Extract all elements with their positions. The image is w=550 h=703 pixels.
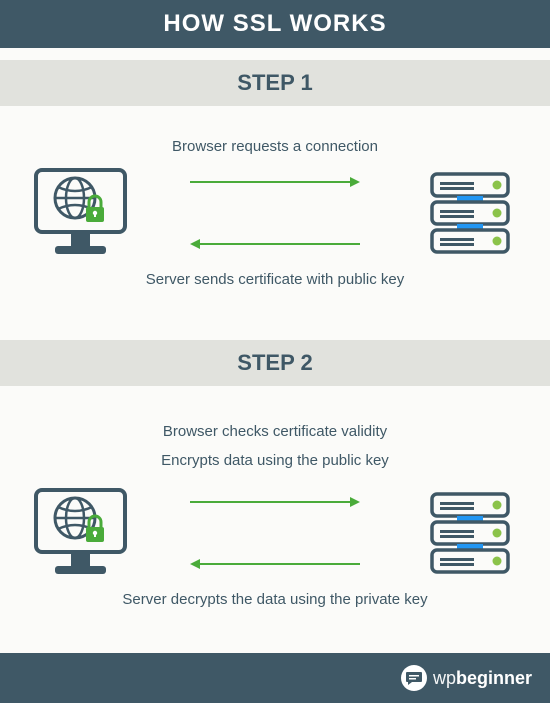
arrow-right-icon xyxy=(190,496,360,508)
step1-bottom-caption: Server sends certificate with public key xyxy=(30,271,520,288)
step1-row xyxy=(30,167,520,259)
step1-arrows xyxy=(150,176,400,250)
brand-chat-icon xyxy=(401,665,427,691)
step2-row xyxy=(30,487,520,579)
server-icon xyxy=(420,491,520,575)
step1-body: Browser requests a connection xyxy=(0,106,550,328)
step1-top-caption: Browser requests a connection xyxy=(30,138,520,155)
step2-header: STEP 2 xyxy=(0,340,550,386)
step2-arrows xyxy=(150,496,400,570)
browser-icon xyxy=(30,167,130,259)
step2-top-caption: Browser checks certificate validityEncry… xyxy=(30,418,520,475)
step1-label: STEP 1 xyxy=(0,70,550,96)
brand-wp: wp xyxy=(433,668,456,688)
page-title: HOW SSL WORKS xyxy=(0,10,550,38)
step2-label: STEP 2 xyxy=(0,350,550,376)
arrow-left-icon xyxy=(190,238,360,250)
arrow-left-icon xyxy=(190,558,360,570)
brand-beginner: beginner xyxy=(456,668,532,688)
step2-body: Browser checks certificate validityEncry… xyxy=(0,386,550,648)
page-header: HOW SSL WORKS xyxy=(0,0,550,48)
browser-icon xyxy=(30,487,130,579)
server-icon xyxy=(420,171,520,255)
footer: wpbeginner xyxy=(0,653,550,703)
brand-logo: wpbeginner xyxy=(401,665,532,691)
arrow-right-icon xyxy=(190,176,360,188)
step1-header: STEP 1 xyxy=(0,60,550,106)
step2-bottom-caption: Server decrypts the data using the priva… xyxy=(30,591,520,608)
